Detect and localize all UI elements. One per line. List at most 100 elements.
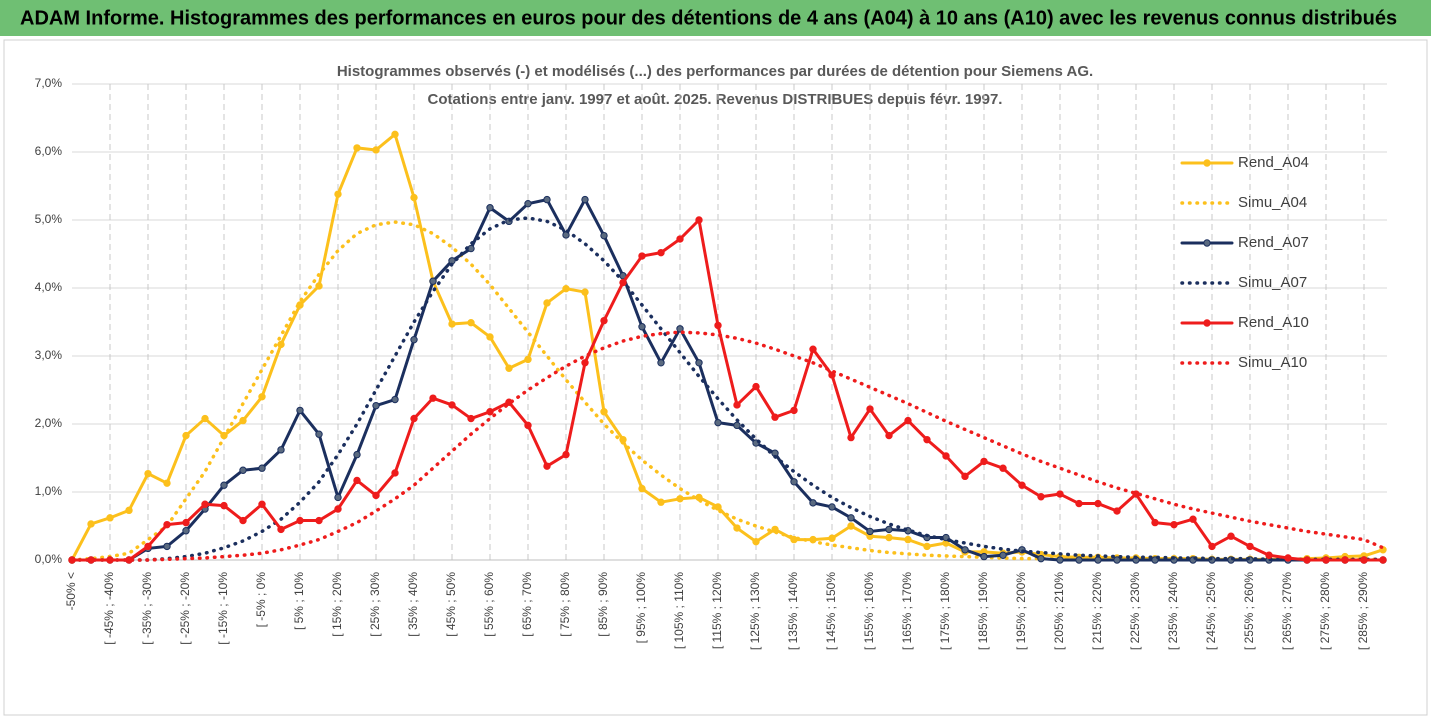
marker xyxy=(562,450,570,459)
marker xyxy=(866,527,874,536)
marker xyxy=(372,491,380,500)
legend-label: Rend_A10 xyxy=(1238,314,1309,331)
x-tick-label: [ 45% ; 50% xyxy=(444,572,458,637)
marker xyxy=(429,277,437,285)
marker xyxy=(1227,532,1235,540)
x-tick-label: [ 75% ; 80% xyxy=(558,572,572,637)
marker xyxy=(163,542,171,551)
marker xyxy=(1303,556,1311,564)
marker xyxy=(410,414,418,423)
marker xyxy=(923,542,931,551)
chart-subtitle: Cotations entre janv. 1997 et août. 2025… xyxy=(428,91,1003,108)
marker xyxy=(752,537,760,546)
marker xyxy=(619,278,627,287)
marker xyxy=(353,450,361,459)
marker xyxy=(1094,556,1102,564)
marker xyxy=(315,430,323,438)
marker xyxy=(999,464,1007,472)
marker xyxy=(885,533,893,542)
marker xyxy=(657,248,665,257)
legend-marker xyxy=(1203,159,1211,167)
marker xyxy=(296,516,304,525)
marker xyxy=(1094,499,1102,508)
x-tick-label: [ 125% ; 130% xyxy=(748,572,762,650)
x-tick-label: [ 135% ; 140% xyxy=(786,572,800,650)
marker xyxy=(391,395,399,404)
marker xyxy=(277,446,285,454)
marker xyxy=(657,498,665,506)
marker xyxy=(315,282,323,290)
x-tick-label: [ -5% ; 0% xyxy=(254,572,268,628)
marker xyxy=(771,413,779,421)
marker xyxy=(1056,490,1064,498)
y-tick-label: 5,0% xyxy=(35,212,63,226)
marker xyxy=(163,520,171,529)
marker xyxy=(277,340,285,349)
x-tick-label: [ -15% ; -10% xyxy=(216,572,230,645)
marker xyxy=(334,505,342,513)
marker xyxy=(733,421,741,430)
marker xyxy=(353,144,361,152)
marker xyxy=(1037,554,1045,563)
marker xyxy=(144,542,152,551)
marker xyxy=(600,408,608,416)
x-tick-label: -50% < xyxy=(64,572,78,610)
x-tick-label: [ 175% ; 180% xyxy=(938,572,952,650)
marker xyxy=(410,335,418,344)
legend-marker xyxy=(1203,319,1211,327)
marker xyxy=(695,359,703,367)
x-tick-label: [ 245% ; 250% xyxy=(1204,572,1218,650)
x-tick-label: [ 15% ; 20% xyxy=(330,572,344,637)
x-tick-label: [ 275% ; 280% xyxy=(1318,572,1332,650)
marker xyxy=(638,252,646,260)
y-tick-label: 7,0% xyxy=(35,76,63,90)
marker xyxy=(467,244,475,253)
marker xyxy=(410,193,418,202)
y-tick-label: 6,0% xyxy=(35,144,63,158)
marker xyxy=(1018,481,1026,489)
marker xyxy=(201,414,209,423)
marker xyxy=(980,457,988,466)
x-tick-label: [ 25% ; 30% xyxy=(368,572,382,637)
x-tick-label: [ 185% ; 190% xyxy=(976,572,990,650)
marker xyxy=(866,405,874,413)
marker xyxy=(543,195,551,204)
marker xyxy=(581,359,589,367)
legend-label: Rend_A07 xyxy=(1238,234,1309,251)
marker xyxy=(695,216,703,224)
marker xyxy=(315,516,323,525)
x-tick-label: [ 195% ; 200% xyxy=(1014,572,1028,650)
header-title: ADAM Informe. Histogrammes des performan… xyxy=(20,7,1397,29)
marker xyxy=(296,406,304,415)
marker xyxy=(524,355,532,364)
marker xyxy=(581,195,589,204)
marker xyxy=(353,476,361,485)
model-line xyxy=(70,330,1385,562)
marker xyxy=(600,316,608,325)
marker xyxy=(220,501,228,510)
x-tick-label: [ 85% ; 90% xyxy=(596,572,610,637)
marker xyxy=(1113,556,1121,564)
header-bar xyxy=(0,0,1431,36)
marker xyxy=(885,431,893,440)
marker xyxy=(980,552,988,561)
marker xyxy=(1246,542,1254,551)
marker xyxy=(144,469,152,478)
observed-line xyxy=(70,218,1385,562)
marker xyxy=(562,284,570,293)
marker xyxy=(885,525,893,534)
marker xyxy=(733,524,741,532)
marker xyxy=(429,394,437,402)
marker xyxy=(543,299,551,307)
x-tick-label: [ -35% ; -30% xyxy=(140,572,154,645)
marker xyxy=(334,493,342,502)
marker xyxy=(733,401,741,409)
marker xyxy=(467,414,475,423)
marker xyxy=(752,382,760,391)
marker xyxy=(125,506,133,515)
marker xyxy=(847,522,855,530)
marker xyxy=(239,516,247,525)
model-line xyxy=(70,220,1385,562)
marker xyxy=(201,500,209,508)
